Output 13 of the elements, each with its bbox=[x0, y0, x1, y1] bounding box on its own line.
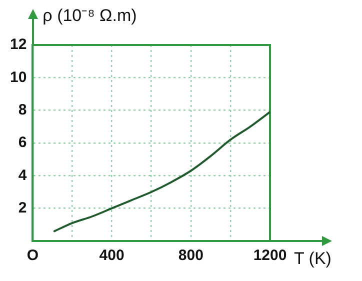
y-tick-label: 8 bbox=[18, 101, 27, 118]
x-tick-label: 400 bbox=[99, 247, 124, 264]
y-axis-title: ρ (10⁻⁸ Ω.m) bbox=[42, 5, 137, 26]
x-axis-title: T (K) bbox=[294, 249, 332, 269]
y-tick-label: 4 bbox=[18, 166, 28, 184]
line-series bbox=[53, 110, 270, 232]
y-tick-label: 12 bbox=[10, 36, 27, 54]
x-tick-label: 800 bbox=[178, 247, 204, 264]
x-tick-label: O bbox=[26, 247, 39, 264]
y-tick-label: 2 bbox=[18, 199, 27, 216]
y-tick-label: 10 bbox=[10, 68, 27, 86]
y-tick-label: 6 bbox=[18, 134, 27, 152]
x-tick-label: 1200 bbox=[253, 247, 287, 264]
